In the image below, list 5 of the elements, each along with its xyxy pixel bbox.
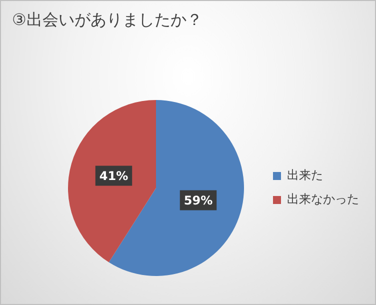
legend-label: 出来なかった: [287, 192, 359, 206]
data-label: 41%: [99, 168, 128, 183]
chart-title: ③出会いがありましたか？: [12, 10, 202, 31]
legend-label: 出来た: [287, 168, 323, 182]
data-label: 59%: [184, 193, 213, 208]
